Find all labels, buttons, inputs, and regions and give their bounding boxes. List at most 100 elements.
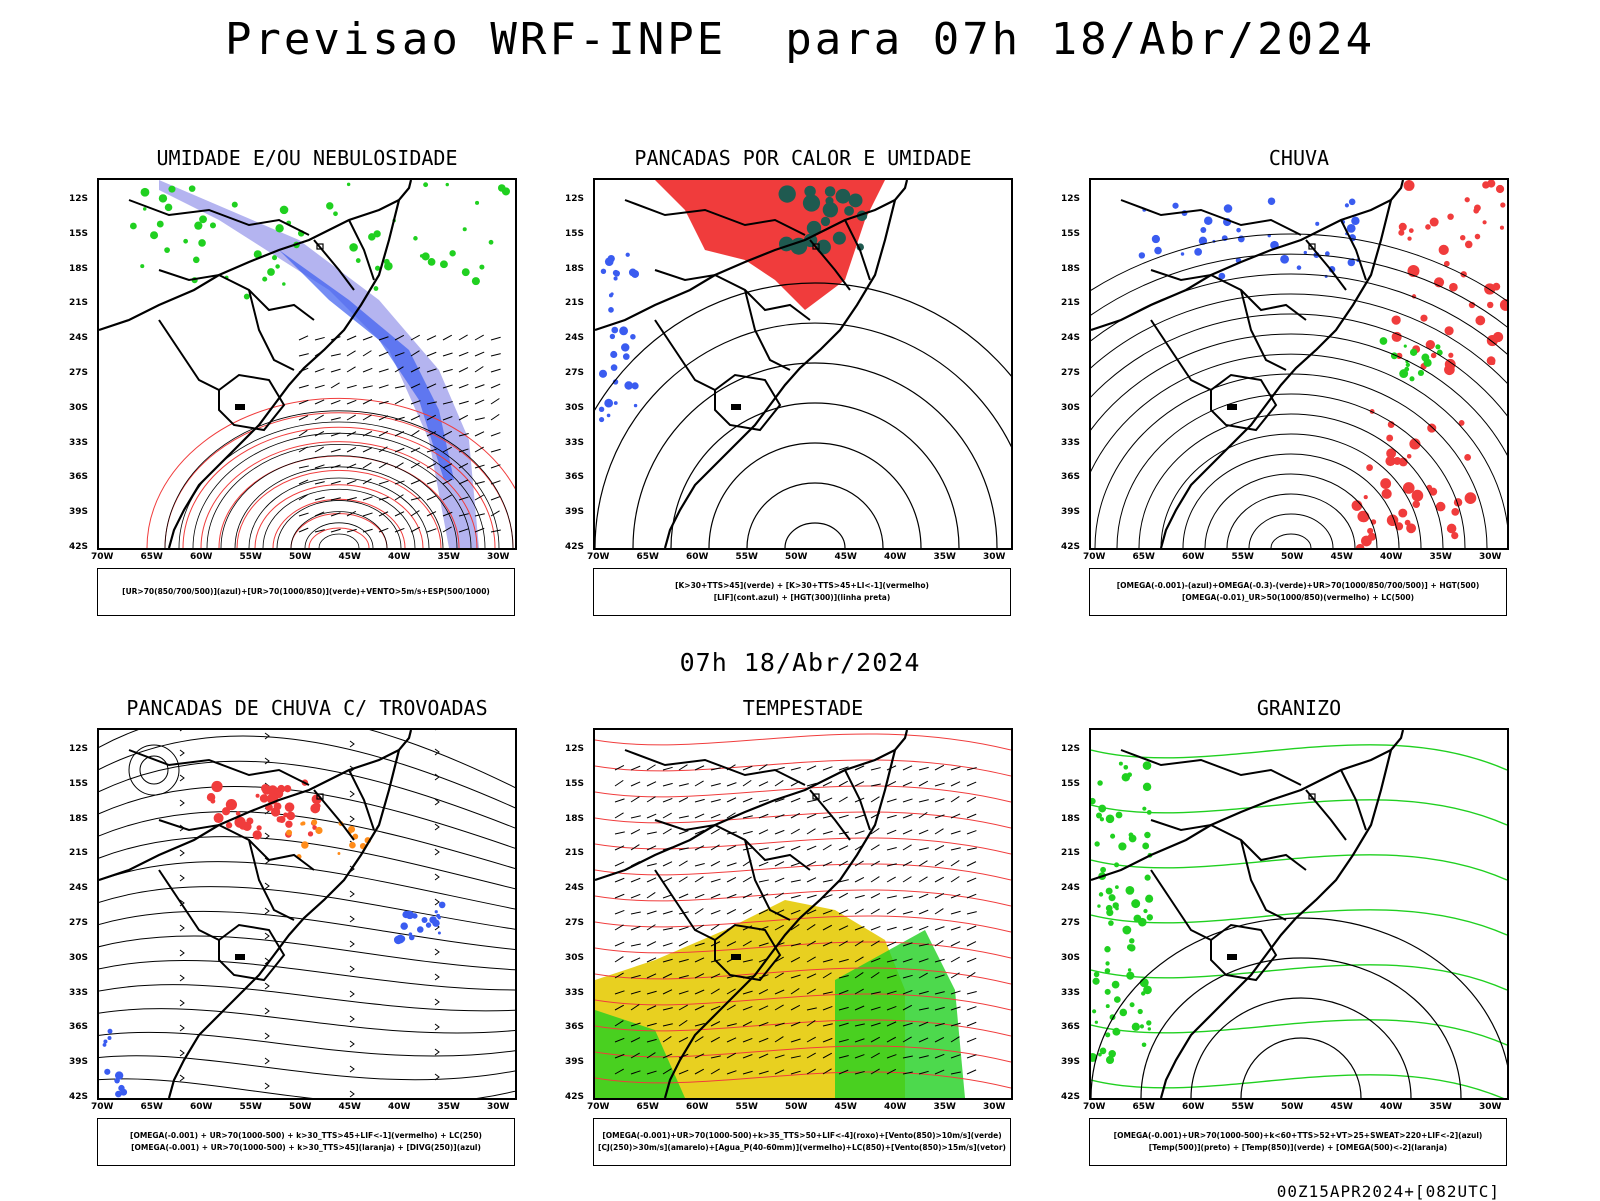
latitude-label: 33S (69, 437, 89, 448)
latitude-label: 18S (69, 263, 89, 274)
latitude-label: 21S (1061, 848, 1081, 859)
longitude-label: 40W (884, 1102, 907, 1112)
latitude-label: 42S (1061, 1092, 1081, 1102)
latitude-label: 36S (565, 472, 585, 483)
legend-line: [OMEGA(-0.01)_UR>50(1000/850)(vermelho) … (1181, 593, 1415, 602)
panel-legend: [UR>70(850/700/500)](azul)+[UR>70(1000/8… (97, 568, 515, 616)
panel-title: TEMPESTADE (742, 696, 864, 720)
longitude-label: 45W (1330, 552, 1353, 562)
latitude-label: 39S (69, 1057, 89, 1068)
latitude-label: 15S (565, 778, 585, 789)
latitude-label: 36S (565, 1022, 585, 1033)
longitude-label: 45W (338, 1102, 361, 1112)
longitude-label: 70W (587, 1102, 610, 1112)
latitude-label: 15S (69, 228, 89, 239)
longitude-label: 65W (140, 1102, 163, 1112)
latitude-label: 36S (69, 1022, 89, 1033)
panel-legend: [OMEGA(-0.001)+UR>70(1000-500)+k<60+TTS>… (1089, 1118, 1507, 1166)
latitude-label: 30S (565, 402, 585, 413)
latitude-label: 21S (565, 848, 585, 859)
legend-line: [Temp(500)](preto) + [Temp(850)](verde) … (1148, 1143, 1448, 1152)
latitude-label: 27S (69, 918, 89, 928)
latitude-label: 18S (1061, 813, 1081, 824)
longitude-label: 60W (686, 1102, 709, 1112)
longitude-label: 35W (1429, 552, 1452, 562)
longitude-label: 60W (686, 552, 709, 562)
longitude-label: 50W (785, 552, 808, 562)
latitude-label: 18S (565, 263, 585, 274)
longitude-label: 50W (1281, 552, 1304, 562)
panel-title: UMIDADE E/OU NEBULOSIDADE (156, 146, 458, 170)
latitude-label: 42S (1061, 542, 1081, 552)
longitude-label: 55W (1231, 552, 1254, 562)
map-field (595, 730, 1011, 1098)
longitude-label: 60W (1182, 1102, 1205, 1112)
latitude-label: 39S (1061, 1057, 1081, 1068)
latitude-label: 27S (69, 368, 89, 378)
mid-time-label: 07h 18/Abr/2024 (679, 648, 921, 677)
weather-map: 12S 15S 18S 21S 24S 27S 30S 33S 36S 39S 42S 70W 65W 6… (1061, 728, 1509, 1112)
latitude-label: 42S (69, 542, 89, 552)
longitude-label: 70W (91, 1102, 114, 1112)
longitude-label: 50W (785, 1102, 808, 1112)
latitude-label: 39S (565, 507, 585, 518)
longitude-label: 40W (388, 1102, 411, 1112)
legend-line: [OMEGA(-0.001) + UR>70(1000-500) + k>30_… (131, 1143, 481, 1152)
latitude-label: 33S (1061, 987, 1081, 998)
latitude-label: 18S (1061, 263, 1081, 274)
longitude-label: 30W (983, 1102, 1006, 1112)
longitude-label: 70W (91, 552, 114, 562)
longitude-label: 70W (587, 552, 610, 562)
longitude-label: 70W (1083, 1102, 1106, 1112)
latitude-label: 39S (565, 1057, 585, 1068)
longitude-label: 30W (487, 1102, 510, 1112)
latitude-label: 30S (69, 952, 89, 963)
latitude-label: 39S (69, 507, 89, 518)
latitude-label: 30S (565, 952, 585, 963)
weather-map: 12S 15S 18S 21S 24S 27S 30S 33S 36S 39S 42S 70W 65W 6… (69, 178, 517, 562)
legend-line: [OMEGA(-0.001) + UR>70(1000-500) + k>30_… (130, 1131, 482, 1140)
longitude-label: 35W (933, 552, 956, 562)
panel-title: GRANIZO (1256, 696, 1342, 720)
latitude-label: 18S (565, 813, 585, 824)
longitude-label: 40W (1380, 552, 1403, 562)
latitude-label: 12S (1061, 194, 1081, 204)
panel-title: PANCADAS DE CHUVA C/ TROVOADAS (126, 696, 488, 720)
latitude-label: 24S (1061, 333, 1081, 344)
latitude-label: 24S (69, 883, 89, 894)
latitude-label: 21S (1061, 298, 1081, 309)
latitude-label: 30S (69, 402, 89, 413)
latitude-label: 12S (565, 194, 585, 204)
longitude-label: 65W (636, 1102, 659, 1112)
longitude-label: 65W (636, 552, 659, 562)
latitude-label: 39S (1061, 507, 1081, 518)
legend-line: [CJ(250)>30m/s](amarelo)+[Agua_P(40-60mm… (598, 1143, 1006, 1152)
longitude-label: 30W (1479, 1102, 1502, 1112)
panel-legend: [OMEGA(-0.001)+UR>70(1000-500)+k>35_TTS>… (593, 1118, 1011, 1166)
longitude-label: 60W (190, 552, 213, 562)
longitude-label: 45W (834, 1102, 857, 1112)
longitude-label: 50W (1281, 1102, 1304, 1112)
map-field (99, 180, 515, 548)
weather-map: 12S 15S 18S 21S 24S 27S 30S 33S 36S 39S 42S 70W 65W 6… (565, 728, 1013, 1112)
latitude-label: 15S (69, 778, 89, 789)
latitude-label: 42S (565, 542, 585, 552)
latitude-label: 33S (69, 987, 89, 998)
latitude-label: 36S (1061, 472, 1081, 483)
latitude-label: 12S (69, 194, 89, 204)
longitude-label: 30W (983, 552, 1006, 562)
longitude-label: 55W (735, 552, 758, 562)
longitude-label: 40W (388, 552, 411, 562)
longitude-label: 70W (1083, 552, 1106, 562)
longitude-label: 35W (933, 1102, 956, 1112)
longitude-label: 40W (884, 552, 907, 562)
latitude-label: 33S (565, 437, 585, 448)
panel-legend: [OMEGA(-0.001)-(azul)+OMEGA(-0.3)-(verde… (1089, 568, 1507, 616)
longitude-label: 50W (289, 552, 312, 562)
latitude-label: 15S (1061, 778, 1081, 789)
latitude-label: 24S (1061, 883, 1081, 894)
latitude-label: 12S (1061, 744, 1081, 754)
weather-map: 12S 15S 18S 21S 24S 27S 30S 33S 36S 39S 42S 70W 65W 6… (69, 728, 517, 1112)
longitude-label: 65W (1132, 552, 1155, 562)
latitude-label: 36S (1061, 1022, 1081, 1033)
